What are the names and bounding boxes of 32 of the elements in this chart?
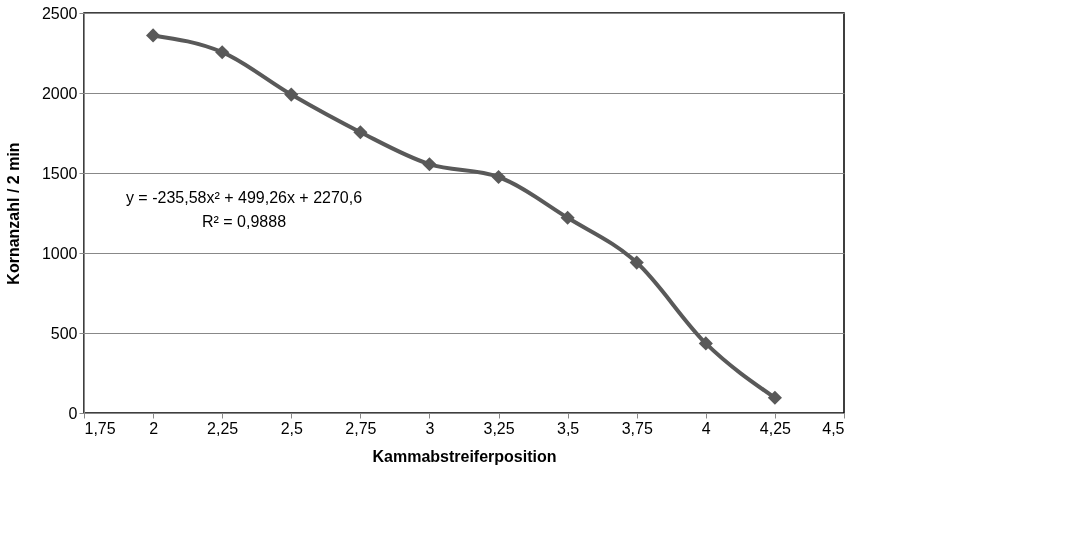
y-tick-label: 1000 (41, 244, 78, 262)
point (560, 210, 575, 225)
x-tick-label: 2,75 (345, 419, 377, 437)
x-tick-label: 4,5 (822, 419, 845, 437)
point (422, 157, 437, 172)
x-tick-label: 2 (149, 419, 159, 437)
annotation: R² = 0,9888 (201, 213, 287, 230)
y-tick-label: 2500 (41, 4, 78, 22)
point (215, 45, 230, 60)
x-tick-label: 4,25 (759, 419, 792, 437)
point (629, 255, 644, 270)
x-tick-label: 1,75 (84, 419, 116, 437)
point (767, 390, 782, 405)
x-tick-label: 3,25 (483, 419, 515, 437)
y-tick-label: 500 (50, 324, 78, 342)
point (698, 336, 713, 351)
x-tick-label: 2,25 (207, 419, 239, 437)
x-tick-label: 3,5 (557, 419, 580, 437)
point (353, 125, 368, 140)
point (284, 87, 299, 102)
y-axis-title: Kornanzahl / 2 min (4, 142, 22, 285)
x-axis-title: Kammabstreiferposition (372, 447, 557, 465)
y-tick-label: 1500 (41, 164, 78, 182)
point (491, 169, 506, 185)
y-tick-label: 2000 (41, 84, 78, 102)
y-tick-label: 0 (68, 404, 78, 422)
annotation: y = -235,58x² + 499,26x + 2270,6 (125, 189, 363, 206)
x-tick-label: 2,5 (280, 419, 303, 437)
point (146, 28, 161, 43)
x-tick-label: 3,75 (621, 419, 653, 437)
x-tick-label: 3 (425, 419, 435, 437)
x-tick-label: 4 (701, 419, 711, 437)
